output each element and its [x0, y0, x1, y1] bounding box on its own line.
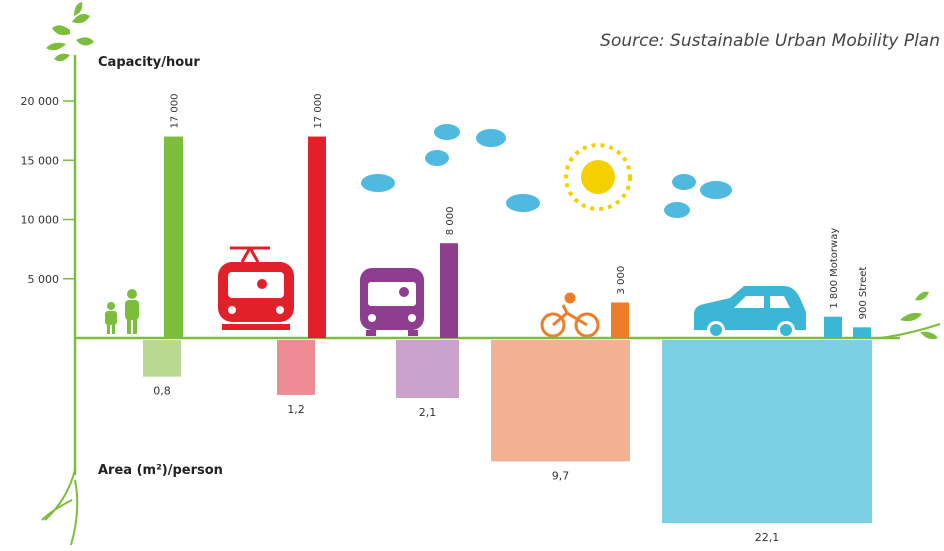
y-tick-label: 5 000: [28, 273, 60, 286]
y-tick-label: 10 000: [21, 214, 60, 227]
roots: [42, 470, 77, 545]
bar: [308, 137, 326, 338]
value-label: 2,1: [419, 406, 437, 419]
bus-icon: [360, 268, 424, 336]
value-label: 900 Street: [858, 267, 869, 320]
value-label: 17 000: [170, 94, 181, 129]
y2-axis-label: Area (m²)/person: [98, 463, 223, 478]
bar: [440, 243, 458, 338]
bar: [491, 340, 630, 461]
bar: [662, 340, 872, 523]
chart: Capacity/hour Area (m²)/person Source: S…: [0, 0, 944, 551]
y-tick-label: 20 000: [21, 95, 60, 108]
source: Source: Sustainable Urban Mobility Plan: [600, 31, 940, 51]
value-label: 1 800 Motorway: [829, 228, 840, 309]
value-label: 8 000: [445, 207, 456, 236]
bar: [853, 327, 871, 338]
value-label: 17 000: [313, 94, 324, 129]
value-label: 9,7: [552, 469, 570, 482]
car-icon: [694, 286, 806, 339]
bar: [143, 340, 181, 377]
sun: [566, 145, 630, 209]
value-label: 3 000: [616, 266, 627, 295]
branch-leaves: [900, 292, 938, 339]
y-axis-label: Capacity/hour: [98, 55, 200, 70]
value-label: 1,2: [287, 403, 305, 416]
value-label: 0,8: [153, 385, 171, 398]
bar: [277, 340, 315, 395]
tram-icon: [218, 248, 294, 330]
bar: [164, 137, 183, 338]
tree-leaves: [46, 2, 94, 61]
bar: [824, 317, 842, 338]
value-label: 22,1: [755, 531, 780, 544]
bike-icon: [542, 294, 598, 336]
y-tick-label: 15 000: [21, 154, 60, 167]
pedestrian-icon: [105, 289, 139, 334]
bar: [396, 340, 459, 398]
clouds: [361, 124, 732, 218]
bar: [611, 302, 629, 338]
